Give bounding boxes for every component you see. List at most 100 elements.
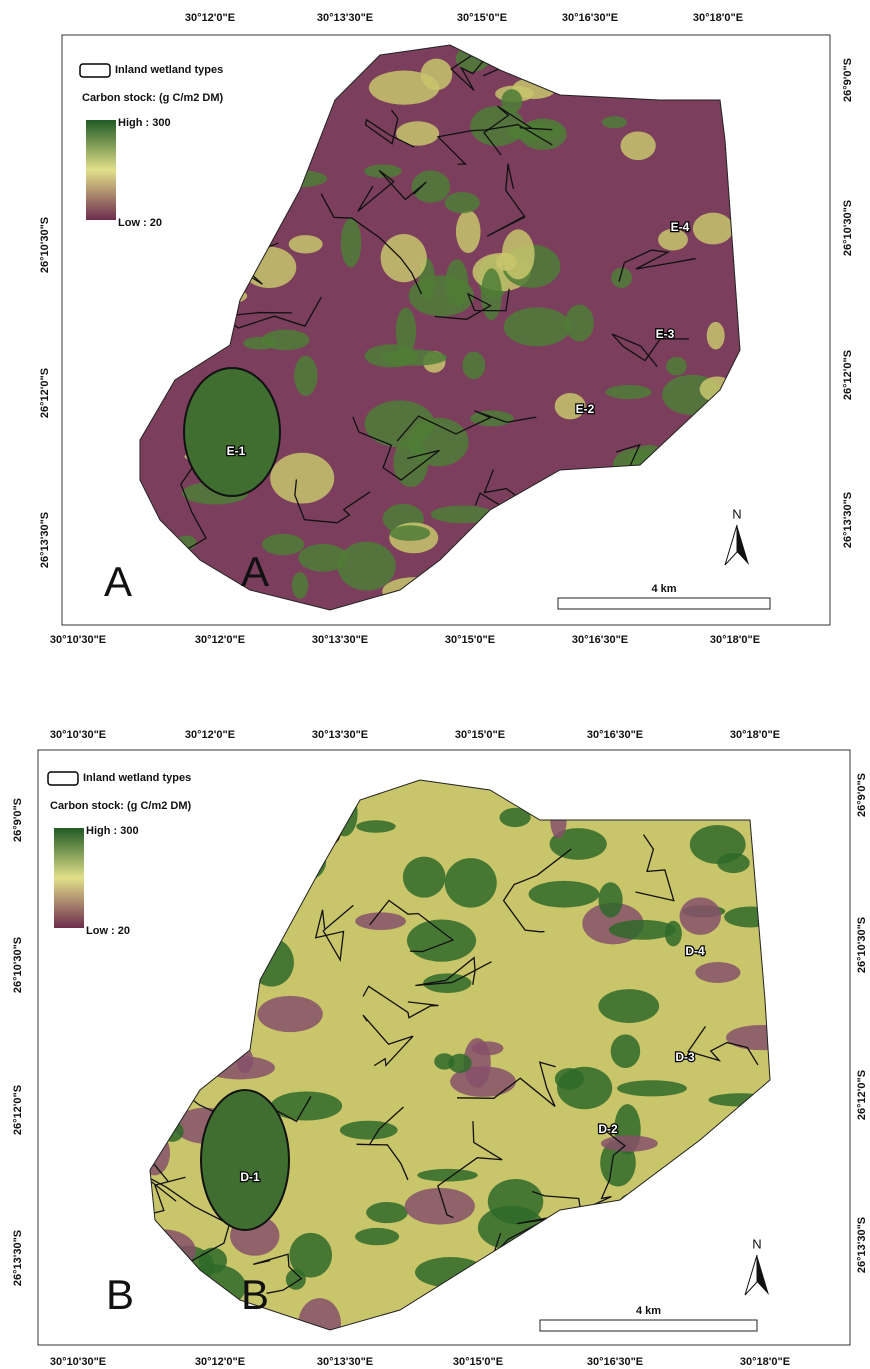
carbon-patch — [155, 1104, 179, 1126]
legend-gradient — [54, 828, 84, 928]
carbon-patch — [695, 962, 740, 983]
carbon-patch — [409, 275, 474, 316]
carbon-patch — [243, 199, 261, 235]
latitude-label: 26°13'30"S — [12, 1230, 24, 1286]
wetland-boundary — [183, 278, 223, 323]
longitude-label: 30°13'30"E — [317, 1356, 373, 1368]
carbon-patch — [724, 907, 776, 928]
carbon-patch — [205, 857, 228, 877]
carbon-patch — [563, 768, 624, 809]
longitude-label: 30°10'30"E — [50, 729, 106, 741]
carbon-patch — [355, 1228, 399, 1245]
wetland-boundary — [111, 1111, 152, 1239]
legend-low: Low : 20 — [86, 925, 130, 937]
longitude-label: 30°16'30"E — [587, 729, 643, 741]
longitude-label: 30°16'30"E — [572, 634, 628, 646]
latitude-label: 26°12'0"S — [842, 350, 854, 400]
carbon-patch — [529, 881, 600, 908]
carbon-patch — [289, 235, 323, 253]
latitude-label: 26°13'30"S — [842, 492, 854, 548]
carbon-patch — [693, 213, 734, 245]
carbon-patch — [499, 808, 530, 827]
wetland-boundary — [523, 1253, 574, 1307]
carbon-patch — [598, 989, 659, 1023]
longitude-label: 30°16'30"E — [562, 12, 618, 24]
carbon-patch — [294, 356, 317, 396]
panel-label-overlay: B — [241, 1271, 269, 1318]
legend-high: High : 300 — [86, 825, 139, 837]
longitude-label: 30°18'0"E — [693, 12, 743, 24]
carbon-patch — [119, 314, 161, 326]
carbon-patch — [550, 803, 566, 838]
carbon-patch — [598, 882, 622, 917]
legend-gradient — [86, 120, 116, 220]
legend-wetland-swatch — [48, 772, 78, 785]
carbon-patch — [708, 1093, 772, 1106]
zone-label: D-3 — [675, 1050, 695, 1064]
carbon-patch — [176, 535, 197, 550]
carbon-patch — [473, 1271, 537, 1319]
carbon-patch — [154, 1274, 184, 1316]
zone-label: D-2 — [598, 1122, 618, 1136]
longitude-label: 30°15'0"E — [455, 729, 505, 741]
legend-wetland: Inland wetland types — [83, 772, 191, 784]
longitude-label: 30°15'0"E — [453, 1356, 503, 1368]
carbon-patch — [188, 909, 259, 947]
carbon-patch — [522, 514, 551, 559]
carbon-patch — [364, 164, 402, 177]
latitude-label: 26°12'0"S — [856, 1070, 868, 1120]
carbon-patch — [356, 820, 395, 832]
carbon-patch — [270, 170, 328, 187]
carbon-patch — [355, 912, 406, 930]
latitude-label: 26°13'30"S — [856, 1217, 868, 1273]
carbon-patch — [139, 1131, 170, 1175]
carbon-patch — [569, 1281, 612, 1297]
legend-low: Low : 20 — [118, 217, 162, 229]
carbon-patch — [574, 1257, 620, 1303]
longitude-label: 30°13'30"E — [312, 729, 368, 741]
zone-label: E-1 — [227, 444, 246, 458]
carbon-patch — [381, 234, 427, 282]
longitude-label: 30°10'30"E — [50, 1356, 106, 1368]
carbon-patch — [181, 1264, 246, 1309]
wetland-boundary — [749, 1175, 800, 1202]
carbon-patch — [298, 1298, 341, 1349]
carbon-patch — [621, 131, 656, 160]
carbon-patch — [625, 445, 673, 494]
north-arrow — [737, 525, 749, 565]
longitude-label: 30°12'0"E — [195, 1356, 245, 1368]
carbon-patch — [415, 1257, 486, 1287]
carbon-patch — [726, 1025, 795, 1050]
carbon-patch — [142, 259, 196, 297]
carbon-patch — [667, 512, 725, 550]
north-label: N — [732, 506, 741, 521]
scale-bar — [558, 598, 770, 609]
carbon-patch — [150, 228, 192, 280]
carbon-patch — [292, 572, 308, 598]
carbon-patch — [504, 307, 571, 346]
longitude-label: 30°13'30"E — [317, 12, 373, 24]
carbon-patch — [202, 767, 228, 810]
carbon-patch — [151, 872, 182, 922]
carbon-patch — [331, 790, 357, 836]
carbon-patch — [470, 106, 524, 146]
carbon-patch — [403, 857, 446, 898]
carbon-patch — [381, 350, 447, 366]
carbon-patch — [197, 782, 257, 795]
latitude-label: 26°9'0"S — [856, 773, 868, 817]
carbon-patch — [390, 525, 431, 540]
scale-bar — [540, 1320, 757, 1331]
carbon-patch — [129, 1229, 196, 1271]
carbon-patch — [249, 938, 294, 986]
latitude-label: 26°12'0"S — [12, 1085, 24, 1135]
figure: 30°12'0"E 30°13'30"E 30°15'0"E 30°16'30"E 30… — [0, 0, 870, 1369]
carbon-patch — [444, 192, 479, 213]
longitude-label: 30°10'30"E — [50, 634, 106, 646]
carbon-patch — [137, 171, 160, 196]
lake — [201, 1090, 289, 1230]
carbon-patch — [231, 60, 252, 73]
carbon-patch — [407, 920, 476, 962]
scale-label: 4 km — [636, 1305, 661, 1317]
carbon-patch — [717, 853, 750, 873]
longitude-label: 30°18'0"E — [710, 634, 760, 646]
